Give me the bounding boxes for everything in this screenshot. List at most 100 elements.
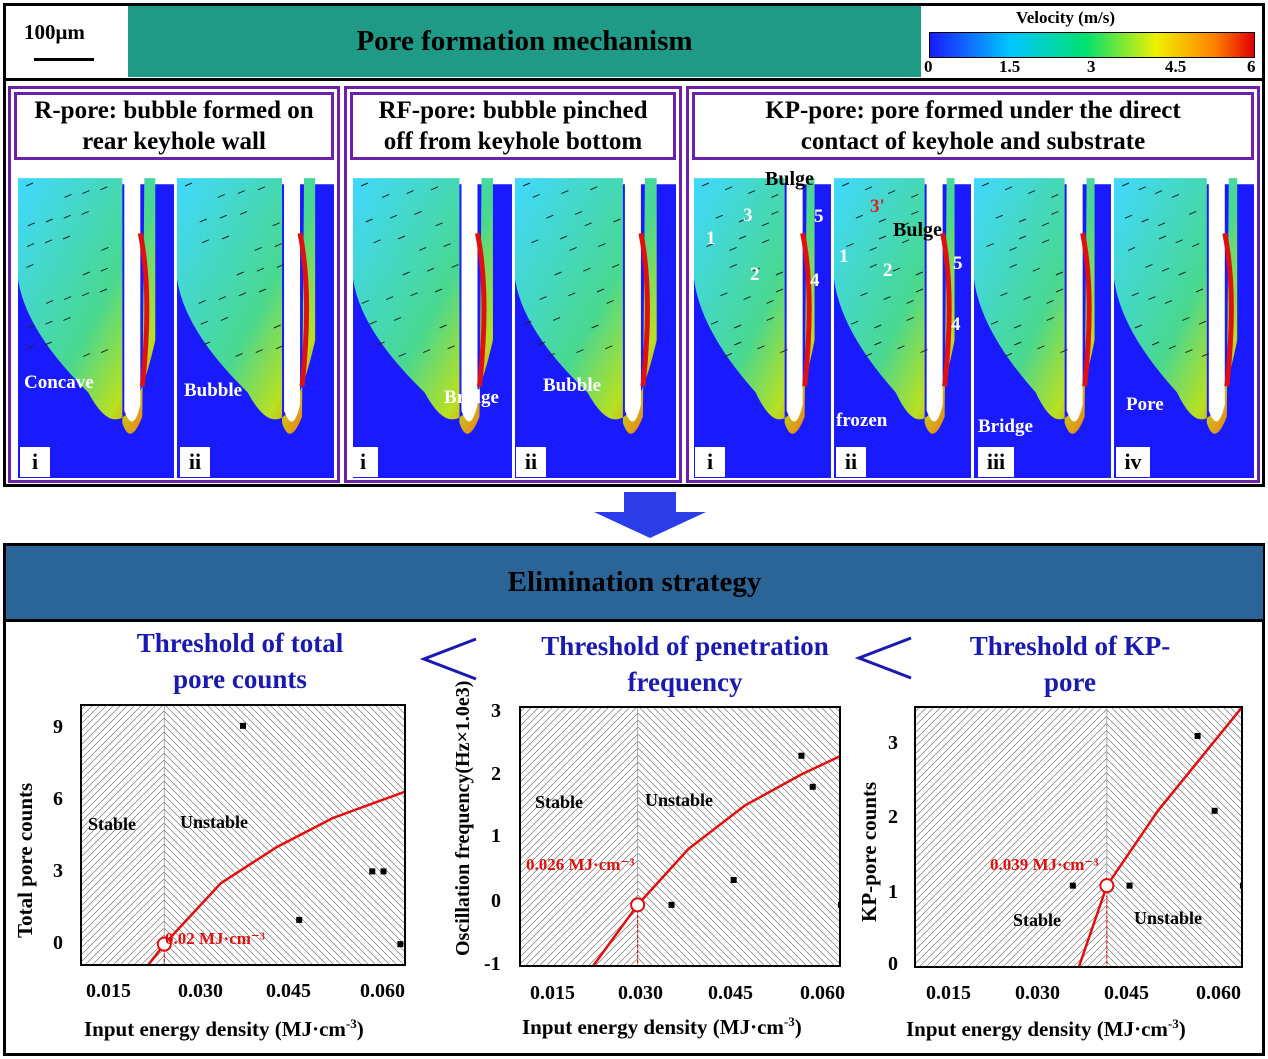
- velocity-vector: [360, 182, 369, 187]
- velocity-vector: [584, 222, 592, 227]
- chart-title-kp-pore: Threshold of KP-pore: [969, 631, 1171, 697]
- velocity-vector: [734, 324, 742, 329]
- velocity-legend-title: Velocity (m/s): [1016, 8, 1115, 27]
- velocity-vector: [239, 210, 248, 215]
- velocity-vector: [761, 222, 770, 227]
- frame-label: ii: [836, 447, 866, 477]
- hot-wall: [475, 232, 487, 387]
- chart-oscillation-frequency: [519, 706, 841, 967]
- velocity-vector: [100, 186, 108, 191]
- x-tick: 0.060: [1196, 982, 1241, 1004]
- melt-pool: [18, 178, 156, 434]
- velocity-vector: [901, 239, 910, 244]
- velocity-vector: [738, 235, 747, 240]
- r-pore-title: R-pore: bubble formed on rear keyhole wa…: [14, 92, 334, 160]
- velocity-vector: [598, 243, 606, 248]
- hot-wall: [940, 232, 952, 387]
- y-tick: 9: [53, 716, 63, 738]
- velocity-vector: [720, 292, 728, 297]
- velocity-vector: [435, 222, 443, 227]
- annotation-pore: Pore: [1126, 394, 1164, 415]
- velocity-vector: [275, 345, 284, 350]
- frame-label: ii: [180, 447, 210, 477]
- hot-wall: [1080, 232, 1092, 387]
- velocity-vector: [373, 239, 381, 244]
- velocity-vector: [82, 190, 90, 195]
- mechanism-section-frame: [3, 3, 1265, 487]
- velocity-vector: [869, 246, 877, 251]
- velocity-vector: [1032, 267, 1040, 272]
- velocity-vector: [860, 292, 868, 297]
- chart-title-penetration-frequency: Threshold of penetration frequency: [541, 631, 829, 697]
- melt-pool-image: [694, 172, 831, 434]
- velocity-vector: [44, 239, 53, 244]
- y-axis-title: KP-pore counts: [857, 781, 881, 922]
- velocity-vector: [1201, 352, 1210, 357]
- velocity-vector: [864, 186, 873, 191]
- velocity-vector: [906, 316, 914, 321]
- frame-label: ii: [516, 447, 546, 477]
- velocity-vector: [237, 190, 245, 195]
- chart-total-pore-counts: [80, 704, 406, 966]
- velocity-vector: [887, 190, 896, 195]
- region-unstable: Unstable: [180, 812, 249, 832]
- melt-pool: [177, 178, 316, 434]
- velocity-vector: [238, 292, 247, 297]
- velocity-vector: [1014, 341, 1022, 346]
- rf-pore-title-text: RF-pore: bubble pinched off from keyhole…: [378, 97, 648, 155]
- threshold-marker: [1099, 878, 1115, 894]
- velocity-vector: [1141, 218, 1149, 223]
- y-tick: -1: [484, 953, 501, 975]
- velocity-vector: [447, 345, 455, 350]
- velocity-vector: [554, 271, 562, 276]
- x-tick: 0.060: [800, 982, 845, 1004]
- velocity-vector: [397, 235, 406, 240]
- velocity-vector: [574, 210, 583, 215]
- velocity-vector: [883, 296, 891, 301]
- velocity-vector: [99, 288, 108, 293]
- region-unstable: Unstable: [645, 790, 714, 810]
- velocity-vector: [100, 349, 109, 354]
- velocity-vector: [377, 341, 385, 346]
- velocity-vector: [747, 190, 756, 195]
- velocity-vector: [855, 214, 863, 219]
- chart-title-total-pores: Threshold of total pore counts: [136, 628, 344, 694]
- velocity-vector: [995, 214, 1003, 219]
- velocity-vector: [990, 320, 999, 325]
- velocity-vector: [1018, 235, 1027, 240]
- frame-label: iii: [978, 447, 1014, 477]
- velocity-vector: [561, 190, 569, 195]
- velocity-vector: [1131, 292, 1139, 297]
- velocity-vector: [63, 316, 71, 321]
- velocity-vector: [546, 214, 554, 219]
- data-point: [1211, 807, 1218, 814]
- velocity-vector: [217, 193, 225, 198]
- x-tick: 0.015: [530, 982, 575, 1004]
- velocity-vector: [1155, 190, 1163, 195]
- kp-pore-title: KP-pore: pore formed under the direct co…: [692, 92, 1254, 160]
- velocity-vector: [1158, 222, 1166, 227]
- plot-frame: [519, 706, 841, 967]
- velocity-vector: [219, 214, 228, 219]
- velocity-vector: [920, 349, 928, 354]
- annotation-flow-3-prime: 3': [870, 196, 885, 217]
- y-tick: 0: [53, 932, 63, 954]
- keyhole: [926, 178, 943, 422]
- y-tick: 1: [888, 881, 898, 903]
- velocity-vector: [235, 352, 243, 357]
- velocity-vector: [775, 271, 784, 276]
- velocity-vector: [402, 271, 410, 276]
- keyhole: [1066, 178, 1083, 422]
- velocity-vector: [398, 352, 406, 357]
- velocity-vector: [272, 222, 280, 227]
- velocity-vector: [738, 218, 747, 223]
- region-stable: Stable: [1013, 910, 1062, 930]
- velocity-vector: [64, 193, 72, 198]
- annotation-flow-2: 2: [750, 264, 760, 285]
- velocity-vector: [439, 324, 447, 329]
- hot-wall: [137, 232, 150, 387]
- hot-wall: [800, 232, 812, 387]
- annotation-flow-2: 2: [883, 260, 893, 281]
- header-divider: [3, 78, 1265, 81]
- y-tick: 2: [888, 806, 898, 828]
